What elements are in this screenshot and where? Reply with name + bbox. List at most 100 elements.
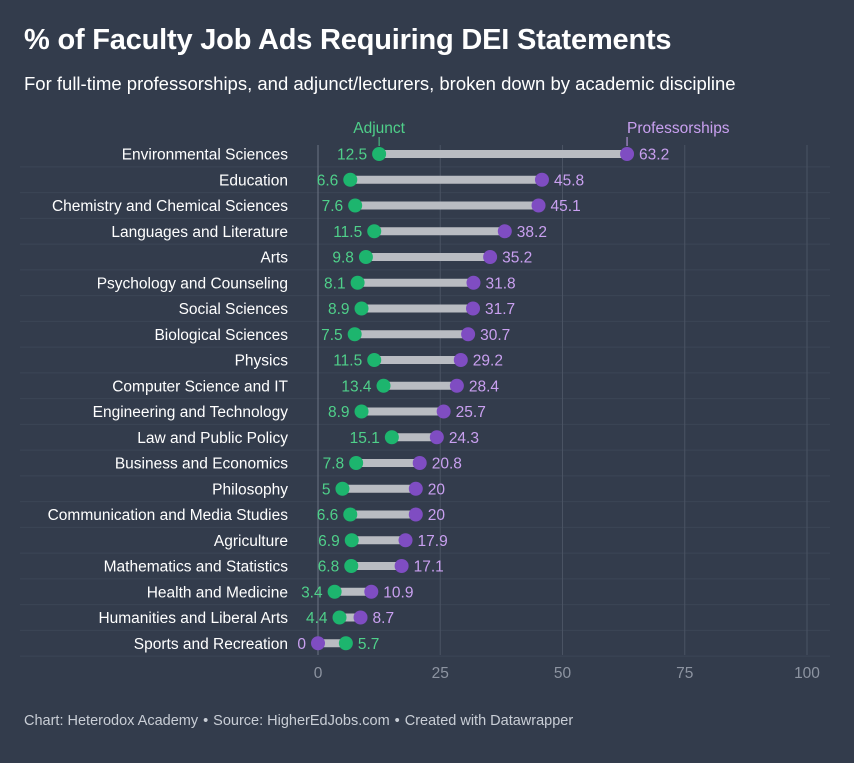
category-label: Humanities and Liberal Arts (98, 610, 288, 627)
professorships-dot (408, 507, 423, 522)
legend-professorships-label: Professorships (627, 120, 730, 137)
adjunct-value-label: 7.6 (322, 198, 344, 215)
adjunct-dot (338, 636, 353, 651)
grid-lines (20, 145, 830, 657)
adjunct-value-label: 7.5 (321, 327, 343, 344)
adjunct-dot (344, 533, 359, 548)
footer-separator: • (203, 713, 209, 729)
category-label: Computer Science and IT (112, 378, 288, 395)
professorships-value-label: 8.7 (373, 610, 395, 627)
professorships-dot (449, 378, 464, 393)
category-label: Arts (260, 250, 288, 267)
adjunct-dot (347, 327, 362, 342)
adjunct-dot (354, 301, 369, 316)
professorships-value-label: 31.7 (485, 301, 515, 318)
footer-source: Source: HigherEdJobs.com (213, 713, 390, 729)
category-label: Physics (235, 353, 289, 370)
category-label: Psychology and Counseling (97, 275, 288, 292)
category-label: Philosophy (212, 481, 288, 498)
x-tick-label: 75 (676, 665, 693, 682)
professorships-dot (461, 327, 476, 342)
professorships-value-label: 35.2 (502, 250, 532, 267)
adjunct-value-label: 8.9 (328, 301, 350, 318)
professorships-value-label: 28.4 (469, 378, 500, 395)
professorships-dot (311, 636, 325, 651)
professorships-value-label: 45.8 (554, 172, 584, 189)
adjunct-dot (348, 198, 363, 213)
professorships-dot (394, 559, 409, 573)
category-label: Health and Medicine (147, 584, 288, 601)
x-tick-label: 0 (314, 665, 323, 682)
category-label: Mathematics and Statistics (104, 559, 289, 576)
adjunct-dot (354, 404, 369, 419)
professorships-dot (531, 198, 546, 213)
category-label: Education (219, 172, 288, 189)
adjunct-value-label: 6.6 (317, 507, 339, 524)
professorships-dot (436, 404, 451, 419)
adjunct-dot (335, 481, 350, 496)
x-tick-label: 50 (554, 665, 572, 682)
footer-credit: Chart: Heterodox Academy (24, 713, 199, 729)
adjunct-value-label: 3.4 (301, 584, 323, 601)
professorships-dot (534, 172, 549, 187)
adjunct-dot (343, 172, 358, 187)
adjunct-value-label: 11.5 (333, 224, 362, 241)
professorships-dot (453, 353, 468, 367)
adjunct-value-label: 6.6 (317, 172, 339, 189)
category-label: Environmental Sciences (122, 147, 289, 164)
adjunct-dot (367, 353, 382, 367)
adjunct-dot (372, 147, 387, 161)
professorships-dot (353, 610, 368, 625)
adjunct-value-label: 6.8 (318, 559, 340, 576)
category-label: Languages and Literature (111, 224, 288, 241)
category-label: Sports and Recreation (134, 636, 288, 653)
professorships-value-label: 17.1 (414, 559, 444, 576)
professorships-value-label: 25.7 (456, 404, 486, 421)
adjunct-value-label: 5.7 (358, 636, 380, 653)
professorships-dot (398, 533, 413, 548)
footer-separator: • (394, 713, 400, 729)
adjunct-value-label: 12.5 (337, 147, 367, 164)
professorships-value-label: 17.9 (418, 533, 448, 550)
professorships-dot (483, 250, 498, 264)
adjunct-value-label: 15.1 (350, 430, 380, 447)
adjunct-dot (343, 507, 358, 522)
category-label: Engineering and Technology (93, 404, 289, 421)
data-dots (311, 147, 635, 651)
chart-subtitle: For full-time professorships, and adjunc… (24, 73, 736, 94)
adjunct-value-label: 13.4 (341, 378, 372, 395)
adjunct-dot (376, 378, 391, 393)
professorships-value-label: 0 (297, 636, 306, 653)
adjunct-value-label: 8.9 (328, 404, 350, 421)
professorships-value-label: 45.1 (551, 198, 581, 215)
adjunct-dot (344, 559, 359, 573)
professorships-value-label: 20 (428, 481, 446, 498)
professorships-dot (408, 481, 423, 496)
professorships-dot (620, 147, 635, 161)
adjunct-dot (350, 275, 365, 290)
footer-tool: Created with Datawrapper (404, 713, 574, 729)
adjunct-value-label: 9.8 (332, 250, 354, 267)
adjunct-value-label: 11.5 (333, 353, 362, 370)
professorships-dot (497, 224, 512, 239)
adjunct-dot (349, 456, 364, 470)
x-tick-label: 25 (432, 665, 449, 682)
category-label: Agriculture (214, 533, 288, 550)
adjunct-dot (327, 584, 342, 599)
adjunct-dot (367, 224, 382, 239)
category-label: Law and Public Policy (137, 430, 288, 447)
chart-title: % of Faculty Job Ads Requiring DEI State… (24, 24, 672, 56)
professorships-value-label: 63.2 (639, 147, 669, 164)
adjunct-dot (358, 250, 373, 264)
professorships-value-label: 20 (428, 507, 446, 524)
adjunct-dot (332, 610, 347, 625)
category-label: Chemistry and Chemical Sciences (52, 198, 288, 215)
professorships-dot (429, 430, 444, 445)
professorships-value-label: 24.3 (449, 430, 479, 447)
category-label: Biological Sciences (154, 327, 288, 344)
adjunct-value-label: 6.9 (318, 533, 340, 550)
adjunct-dot (384, 430, 399, 445)
category-label: Communication and Media Studies (48, 507, 289, 524)
chart-footer: Chart: Heterodox Academy • Source: HigherE… (24, 713, 573, 729)
